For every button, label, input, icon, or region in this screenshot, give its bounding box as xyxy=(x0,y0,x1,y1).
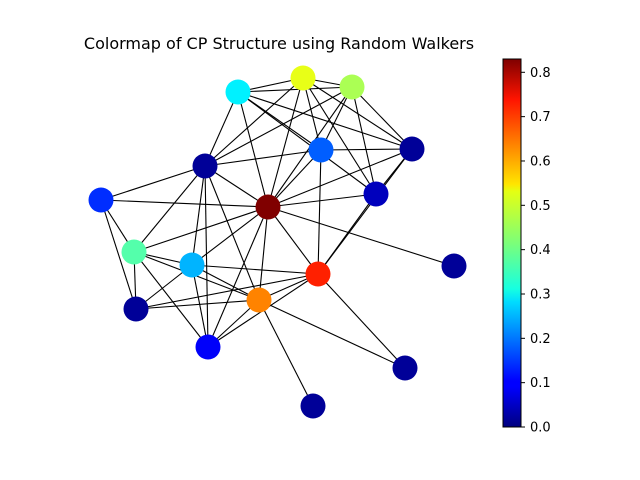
edge-n5-n15 xyxy=(204,165,209,348)
colorbar-tick-label: 0.0 xyxy=(530,421,551,436)
edge-n0-n4 xyxy=(237,91,413,150)
edge-n3-n5 xyxy=(204,149,322,167)
edge-n7-n14 xyxy=(258,206,269,301)
edge-n7-n15 xyxy=(207,206,269,348)
node-n12 xyxy=(123,296,149,322)
colorbar-ticks: 0.0 0.1 0.2 0.3 0.4 0.5 0.6 0.7 0.8 xyxy=(521,66,551,436)
edge-n7-n8 xyxy=(267,193,377,208)
colorbar-tick-label: 0.1 xyxy=(530,376,551,391)
edge-n10-n15 xyxy=(191,264,209,348)
edge-n7-n10 xyxy=(191,206,269,266)
colorbar-tick-label: 0.5 xyxy=(530,199,551,214)
node-n2 xyxy=(339,74,365,100)
node-n7 xyxy=(255,194,281,220)
edge-n5-n7 xyxy=(204,165,269,208)
edge-n6-n12 xyxy=(100,199,137,310)
chart-title: Colormap of CP Structure using Random Wa… xyxy=(84,34,474,53)
colorbar: 0.0 0.1 0.2 0.3 0.4 0.5 0.6 0.7 0.8 xyxy=(502,58,551,436)
edge-n11-n16 xyxy=(317,273,406,369)
edge-n11-n12 xyxy=(135,273,319,310)
edge-n0-n7 xyxy=(237,91,269,208)
edge-n0-n2 xyxy=(237,86,353,93)
edge-n1-n8 xyxy=(302,77,377,195)
edge-n7-n11 xyxy=(267,206,319,275)
node-n14 xyxy=(246,287,272,313)
edge-n2-n4 xyxy=(351,86,413,150)
node-n1 xyxy=(290,65,316,91)
node-n6 xyxy=(88,187,114,213)
edge-n5-n14 xyxy=(204,165,260,301)
edge-n12-n14 xyxy=(135,299,260,310)
colorbar-tick-label: 0.4 xyxy=(530,243,551,258)
edge-n2-n8 xyxy=(351,86,377,195)
edge-n5-n6 xyxy=(100,165,206,201)
edge-n3-n7 xyxy=(267,149,322,208)
edge-n0-n8 xyxy=(237,91,377,195)
edge-n4-n7 xyxy=(267,148,413,208)
node-n0 xyxy=(225,79,251,105)
edge-n10-n11 xyxy=(191,264,319,275)
colorbar-tick-label: 0.6 xyxy=(530,154,551,169)
edge-n5-n10 xyxy=(191,165,206,266)
colorbar-tick-label: 0.8 xyxy=(530,66,551,81)
edge-n1-n5 xyxy=(204,77,304,167)
edge-n10-n14 xyxy=(191,264,260,301)
node-n3 xyxy=(308,137,334,163)
edge-n14-n17 xyxy=(258,299,314,407)
edge-n7-n9 xyxy=(133,206,269,253)
colorbar-tick-label: 0.7 xyxy=(530,110,551,125)
edge-n8-n11 xyxy=(317,193,377,275)
node-n4 xyxy=(399,136,425,162)
edge-n14-n16 xyxy=(258,299,406,369)
node-n9 xyxy=(121,239,147,265)
edge-n0-n5 xyxy=(204,91,239,167)
edge-n3-n11 xyxy=(317,149,322,275)
colorbar-tick-label: 0.3 xyxy=(530,287,551,302)
node-n10 xyxy=(179,252,205,278)
colorbar-gradient xyxy=(502,58,522,428)
colorbar-tick-label: 0.2 xyxy=(530,332,551,347)
edge-n6-n7 xyxy=(100,199,269,208)
node-n17 xyxy=(300,393,326,419)
node-n5 xyxy=(192,153,218,179)
node-layer xyxy=(88,65,467,419)
edge-n2-n5 xyxy=(204,86,353,167)
edge-n9-n15 xyxy=(133,251,209,348)
edge-n7-n13 xyxy=(267,206,455,267)
edge-n1-n7 xyxy=(267,77,304,208)
node-n15 xyxy=(195,334,221,360)
node-n13 xyxy=(441,253,467,279)
node-n8 xyxy=(363,181,389,207)
edge-n3-n4 xyxy=(320,148,413,151)
edge-n5-n9 xyxy=(133,165,206,253)
node-n11 xyxy=(305,261,331,287)
node-n16 xyxy=(392,355,418,381)
